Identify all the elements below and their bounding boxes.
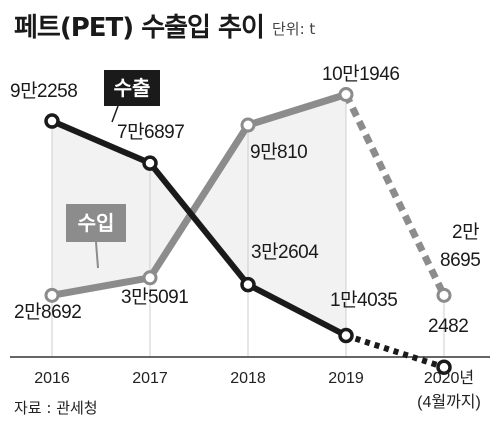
import-label-4b: 8695	[440, 250, 480, 271]
x-tick-note: (4월까지)	[417, 393, 481, 411]
import-point-4	[436, 287, 452, 303]
import-line	[51, 91, 348, 299]
import-point-0	[44, 287, 60, 303]
export-point-1	[142, 155, 158, 171]
export-badge-pointer	[111, 105, 119, 123]
import-label-1: 3만5091	[121, 286, 188, 308]
export-line	[50, 118, 348, 339]
export-label-2: 3만2604	[251, 241, 319, 263]
import-badge-text: 수입	[78, 211, 115, 235]
chart-title: 페트(PET) 수출입 추이	[14, 13, 264, 43]
export-label-3: 1만4035	[330, 289, 397, 311]
x-tick-3: 2019	[328, 370, 364, 387]
unit-label: 단위: t	[272, 20, 315, 38]
export-point-0	[44, 113, 60, 129]
import-label-4a: 2만	[452, 221, 479, 243]
export-badge	[104, 70, 160, 106]
export-label-4: 2482	[428, 316, 468, 337]
export-label-0: 9만2258	[10, 80, 77, 102]
import-label-0: 2만8692	[14, 301, 81, 323]
export-point-3	[338, 327, 354, 344]
import-badge-pointer	[95, 241, 99, 269]
x-tick-1: 2017	[132, 370, 168, 387]
export-point-4	[436, 359, 452, 375]
export-label-1: 7만6897	[117, 121, 184, 143]
x-tick-4: 2020년	[424, 369, 474, 387]
x-tick-0: 2016	[34, 370, 70, 387]
plot-area: 9만2258 7만6897 3만2604 1만4035 2482 2만8692 3만5091…	[10, 63, 490, 411]
import-point-2	[240, 117, 256, 133]
import-badge	[66, 204, 126, 242]
export-line-dashed	[345, 332, 445, 371]
source-note: 자료 : 관세청	[14, 399, 98, 417]
import-line-dashed	[342, 92, 448, 297]
import-point-3	[338, 86, 354, 102]
import-point-1	[142, 270, 158, 286]
x-tick-2: 2018	[230, 370, 266, 387]
import-label-3: 10만1946	[322, 63, 399, 85]
export-badge-text: 수출	[114, 76, 151, 100]
import-label-2: 9만810	[250, 141, 307, 163]
export-point-2	[240, 276, 256, 293]
